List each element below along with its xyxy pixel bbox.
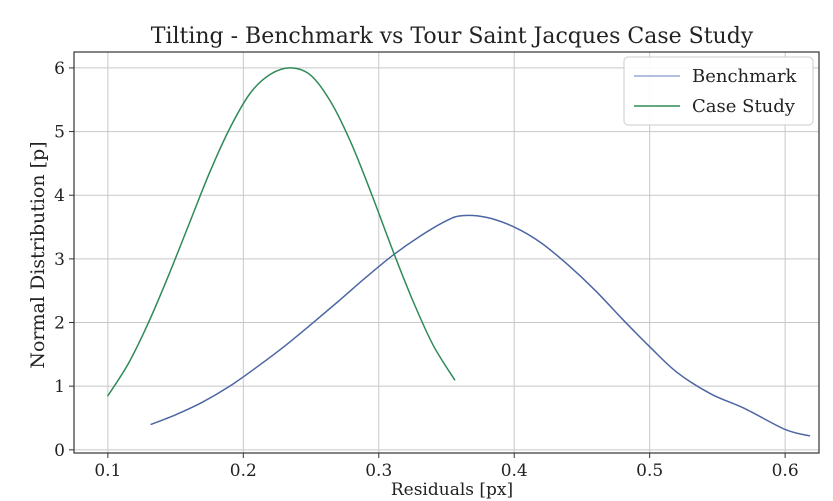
y-tick-label: 1 — [54, 377, 65, 397]
legend-label-case-study: Case Study — [692, 96, 796, 117]
x-tick-label: 0.2 — [230, 461, 257, 481]
x-tick-label: 0.4 — [501, 461, 528, 481]
y-tick-label: 0 — [54, 441, 65, 461]
legend: Benchmark Case Study — [623, 56, 814, 126]
series-line-case-study — [107, 67, 456, 397]
x-tick-label: 0.3 — [365, 461, 392, 481]
plot-frame — [73, 51, 820, 454]
legend-box — [623, 56, 814, 126]
y-tick-label: 2 — [54, 314, 65, 334]
legend-label-benchmark: Benchmark — [692, 66, 798, 87]
chart-title: Tilting - Benchmark vs Tour Saint Jacque… — [151, 24, 754, 49]
y-axis-label: Normal Distribution [p] — [27, 141, 49, 368]
x-tick-label: 0.5 — [636, 461, 663, 481]
x-axis-ticks: 0.1 0.2 0.3 0.4 0.5 0.6 — [94, 453, 799, 481]
series-layer — [107, 67, 811, 437]
y-axis-ticks: 0 1 2 3 4 5 6 — [54, 59, 74, 461]
y-tick-label: 5 — [54, 123, 65, 143]
series-line-benchmark — [150, 214, 811, 437]
y-tick-label: 3 — [54, 250, 65, 270]
x-axis-label: Residuals [px] — [391, 480, 513, 500]
x-tick-label: 0.6 — [772, 461, 799, 481]
x-tick-label: 0.1 — [94, 461, 121, 481]
y-tick-label: 6 — [54, 59, 65, 79]
y-tick-label: 4 — [54, 186, 65, 206]
